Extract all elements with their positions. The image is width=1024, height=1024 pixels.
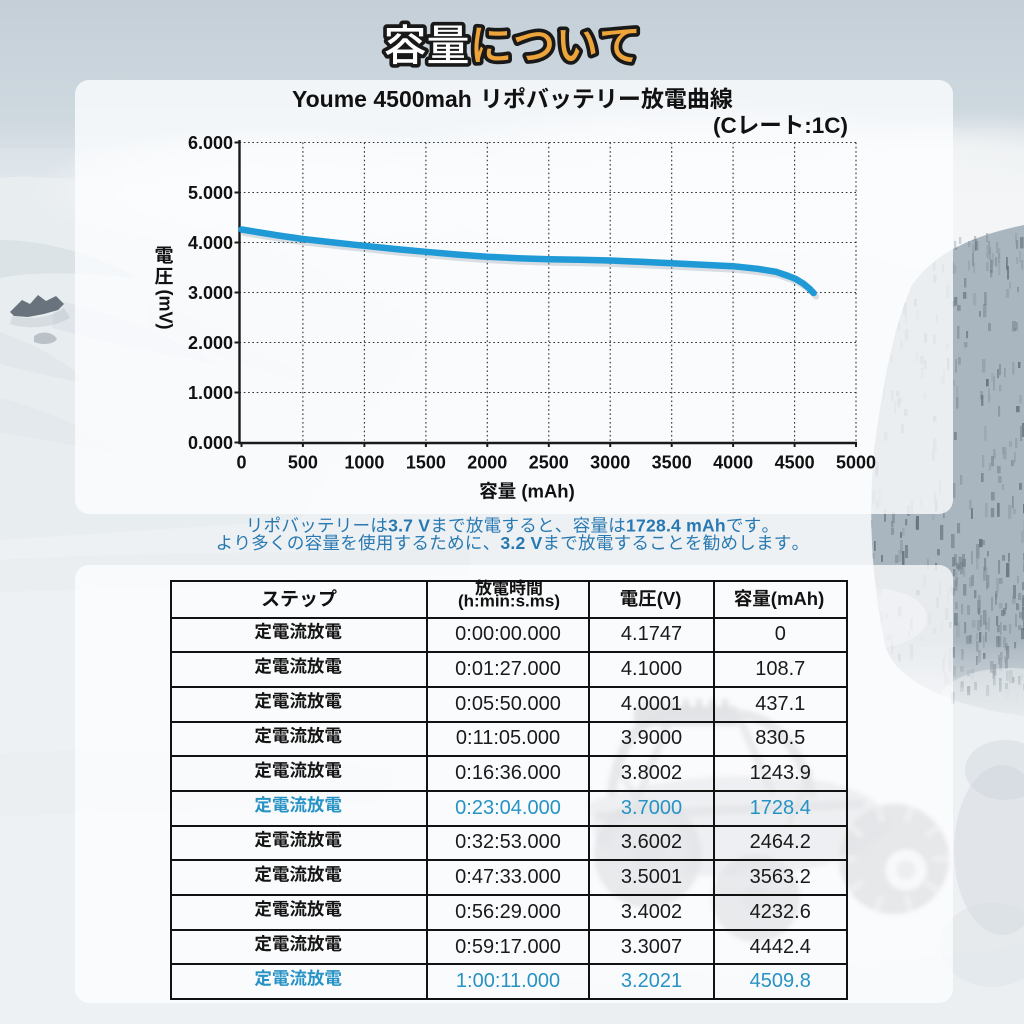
- svg-text:1.000: 1.000: [188, 383, 233, 403]
- svg-text:2.000: 2.000: [188, 333, 233, 353]
- svg-text:(V): (V): [657, 588, 682, 609]
- svg-text:1728.4 mAh: 1728.4 mAh: [626, 516, 726, 536]
- svg-text:3500: 3500: [652, 453, 692, 473]
- svg-text:4500: 4500: [775, 453, 815, 473]
- svg-text:(mAh): (mAh): [516, 481, 575, 502]
- svg-text:2000: 2000: [467, 453, 507, 473]
- svg-text:(h:min:s.ms): (h:min:s.ms): [458, 592, 560, 611]
- svg-text:3.2 V: 3.2 V: [500, 533, 542, 553]
- svg-text:Youme 4500mah: Youme 4500mah: [292, 86, 478, 112]
- svg-text:4000: 4000: [713, 453, 753, 473]
- svg-text:1000: 1000: [344, 453, 384, 473]
- svg-text:0.000: 0.000: [188, 433, 233, 453]
- svg-text::1C): :1C): [804, 113, 848, 138]
- svg-text:6.000: 6.000: [188, 133, 233, 153]
- svg-text:4.000: 4.000: [188, 233, 233, 253]
- svg-text:500: 500: [288, 453, 318, 473]
- svg-text:3.7 V: 3.7 V: [388, 516, 430, 536]
- svg-text:(mAh): (mAh): [771, 588, 824, 609]
- svg-text:3000: 3000: [590, 453, 630, 473]
- svg-text:(mV): (mV): [156, 290, 176, 330]
- svg-text:(C: (C: [713, 113, 737, 138]
- svg-text:3.000: 3.000: [188, 283, 233, 303]
- svg-text:5000: 5000: [836, 453, 876, 473]
- svg-text:1500: 1500: [406, 453, 446, 473]
- svg-text:0: 0: [236, 453, 246, 473]
- svg-text:5.000: 5.000: [188, 183, 233, 203]
- svg-text:2500: 2500: [529, 453, 569, 473]
